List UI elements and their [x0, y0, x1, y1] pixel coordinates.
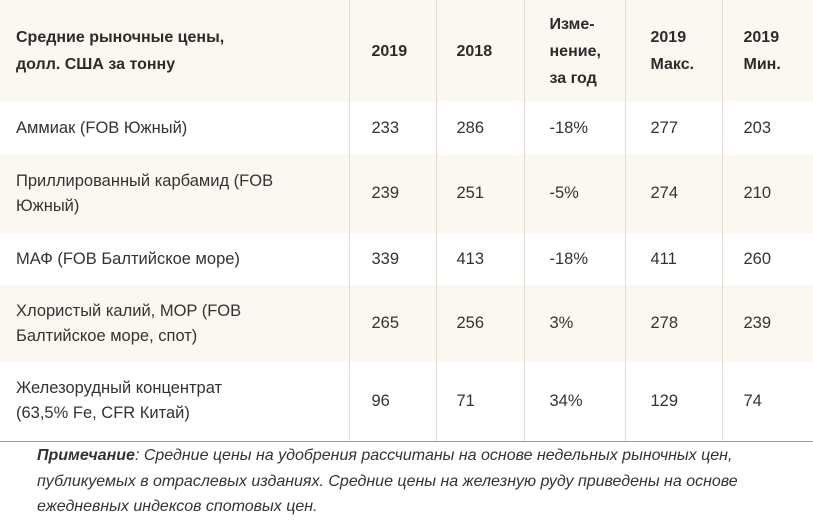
header-max-line1: 2019 [650, 29, 687, 46]
row-name: Аммиак (FOB Южный) [0, 102, 349, 154]
row-name-line1: Приллированный карбамид (FOB [16, 171, 274, 190]
cell-min: 203 [721, 102, 813, 154]
table-note: Примечание: Средние цены на удобрения ра… [37, 443, 807, 520]
row-name-line2: Южный) [16, 196, 80, 215]
header-title-line2: долл. США за тонну [16, 56, 176, 73]
cell-2019: 265 [348, 285, 436, 362]
cell-change: -18% [523, 102, 625, 154]
row-name: Железорудный концентрат (63,5% Fe, CFR К… [0, 362, 349, 442]
header-min-line2: Мин. [743, 56, 781, 73]
note-label: Примечание [37, 447, 135, 464]
cell-max: 274 [624, 154, 722, 233]
cell-max: 277 [624, 102, 722, 154]
header-title: Средние рыночные цены, долл. США за тонн… [0, 0, 349, 102]
cell-2018: 256 [435, 285, 524, 362]
header-change-line3: за год [549, 69, 597, 87]
cell-2019: 339 [348, 233, 436, 285]
row-name-line1: Аммиак (FOB Южный) [16, 118, 188, 137]
header-change-line2: нение, [549, 42, 601, 60]
row-name: МАФ (FOB Балтийское море) [0, 233, 349, 285]
cell-2018: 413 [435, 233, 524, 285]
cell-min: 239 [721, 285, 813, 362]
cell-2018: 286 [435, 102, 524, 154]
table-row: Хлористый калий, MOP (FOB Балтийское мор… [0, 285, 813, 362]
cell-change: 3% [523, 285, 625, 362]
cell-max: 278 [624, 285, 722, 362]
cell-max: 129 [624, 362, 722, 442]
row-name-line2: (63,5% Fe, CFR Китай) [16, 404, 190, 423]
header-title-line1: Средние рыночные цены, [16, 29, 225, 46]
cell-2018: 71 [435, 362, 524, 442]
table-row: Железорудный концентрат (63,5% Fe, CFR К… [0, 362, 813, 442]
table-row: Аммиак (FOB Южный) 233 286 -18% 277 203 [0, 102, 813, 154]
row-name-line1: МАФ (FOB Балтийское море) [16, 249, 240, 268]
row-name: Хлористый калий, MOP (FOB Балтийское мор… [0, 285, 349, 362]
cell-change: -5% [523, 154, 625, 233]
cell-2018: 251 [435, 154, 524, 233]
cell-2019: 239 [348, 154, 436, 233]
cell-min: 210 [721, 154, 813, 233]
row-name-line2: Балтийское море, спот) [16, 326, 198, 345]
header-change: Изме- нение, за год [523, 0, 625, 102]
cell-2019: 96 [348, 362, 436, 442]
header-min: 2019 Мин. [721, 0, 813, 102]
table-header-row: Средние рыночные цены, долл. США за тонн… [0, 0, 813, 102]
row-name-line1: Хлористый калий, MOP (FOB [16, 301, 242, 320]
table-row: Приллированный карбамид (FOB Южный) 239 … [0, 154, 813, 233]
header-max: 2019 Макс. [624, 0, 722, 102]
cell-max: 411 [624, 233, 722, 285]
header-2018: 2018 [435, 0, 524, 102]
cell-min: 74 [721, 362, 813, 442]
table-row: МАФ (FOB Балтийское море) 339 413 -18% 4… [0, 233, 813, 285]
cell-min: 260 [721, 233, 813, 285]
row-name-line1: Железорудный концентрат [16, 379, 223, 398]
header-2019: 2019 [348, 0, 436, 102]
note-text: : Средние цены на удобрения рассчитаны н… [37, 447, 738, 515]
header-max-line2: Макс. [650, 56, 695, 73]
header-change-line1: Изме- [549, 15, 595, 33]
cell-change: -18% [523, 233, 625, 285]
prices-table: Средние рыночные цены, долл. США за тонн… [0, 0, 813, 442]
cell-change: 34% [523, 362, 625, 442]
header-min-line1: 2019 [743, 29, 780, 46]
row-name: Приллированный карбамид (FOB Южный) [0, 154, 349, 233]
cell-2019: 233 [348, 102, 436, 154]
